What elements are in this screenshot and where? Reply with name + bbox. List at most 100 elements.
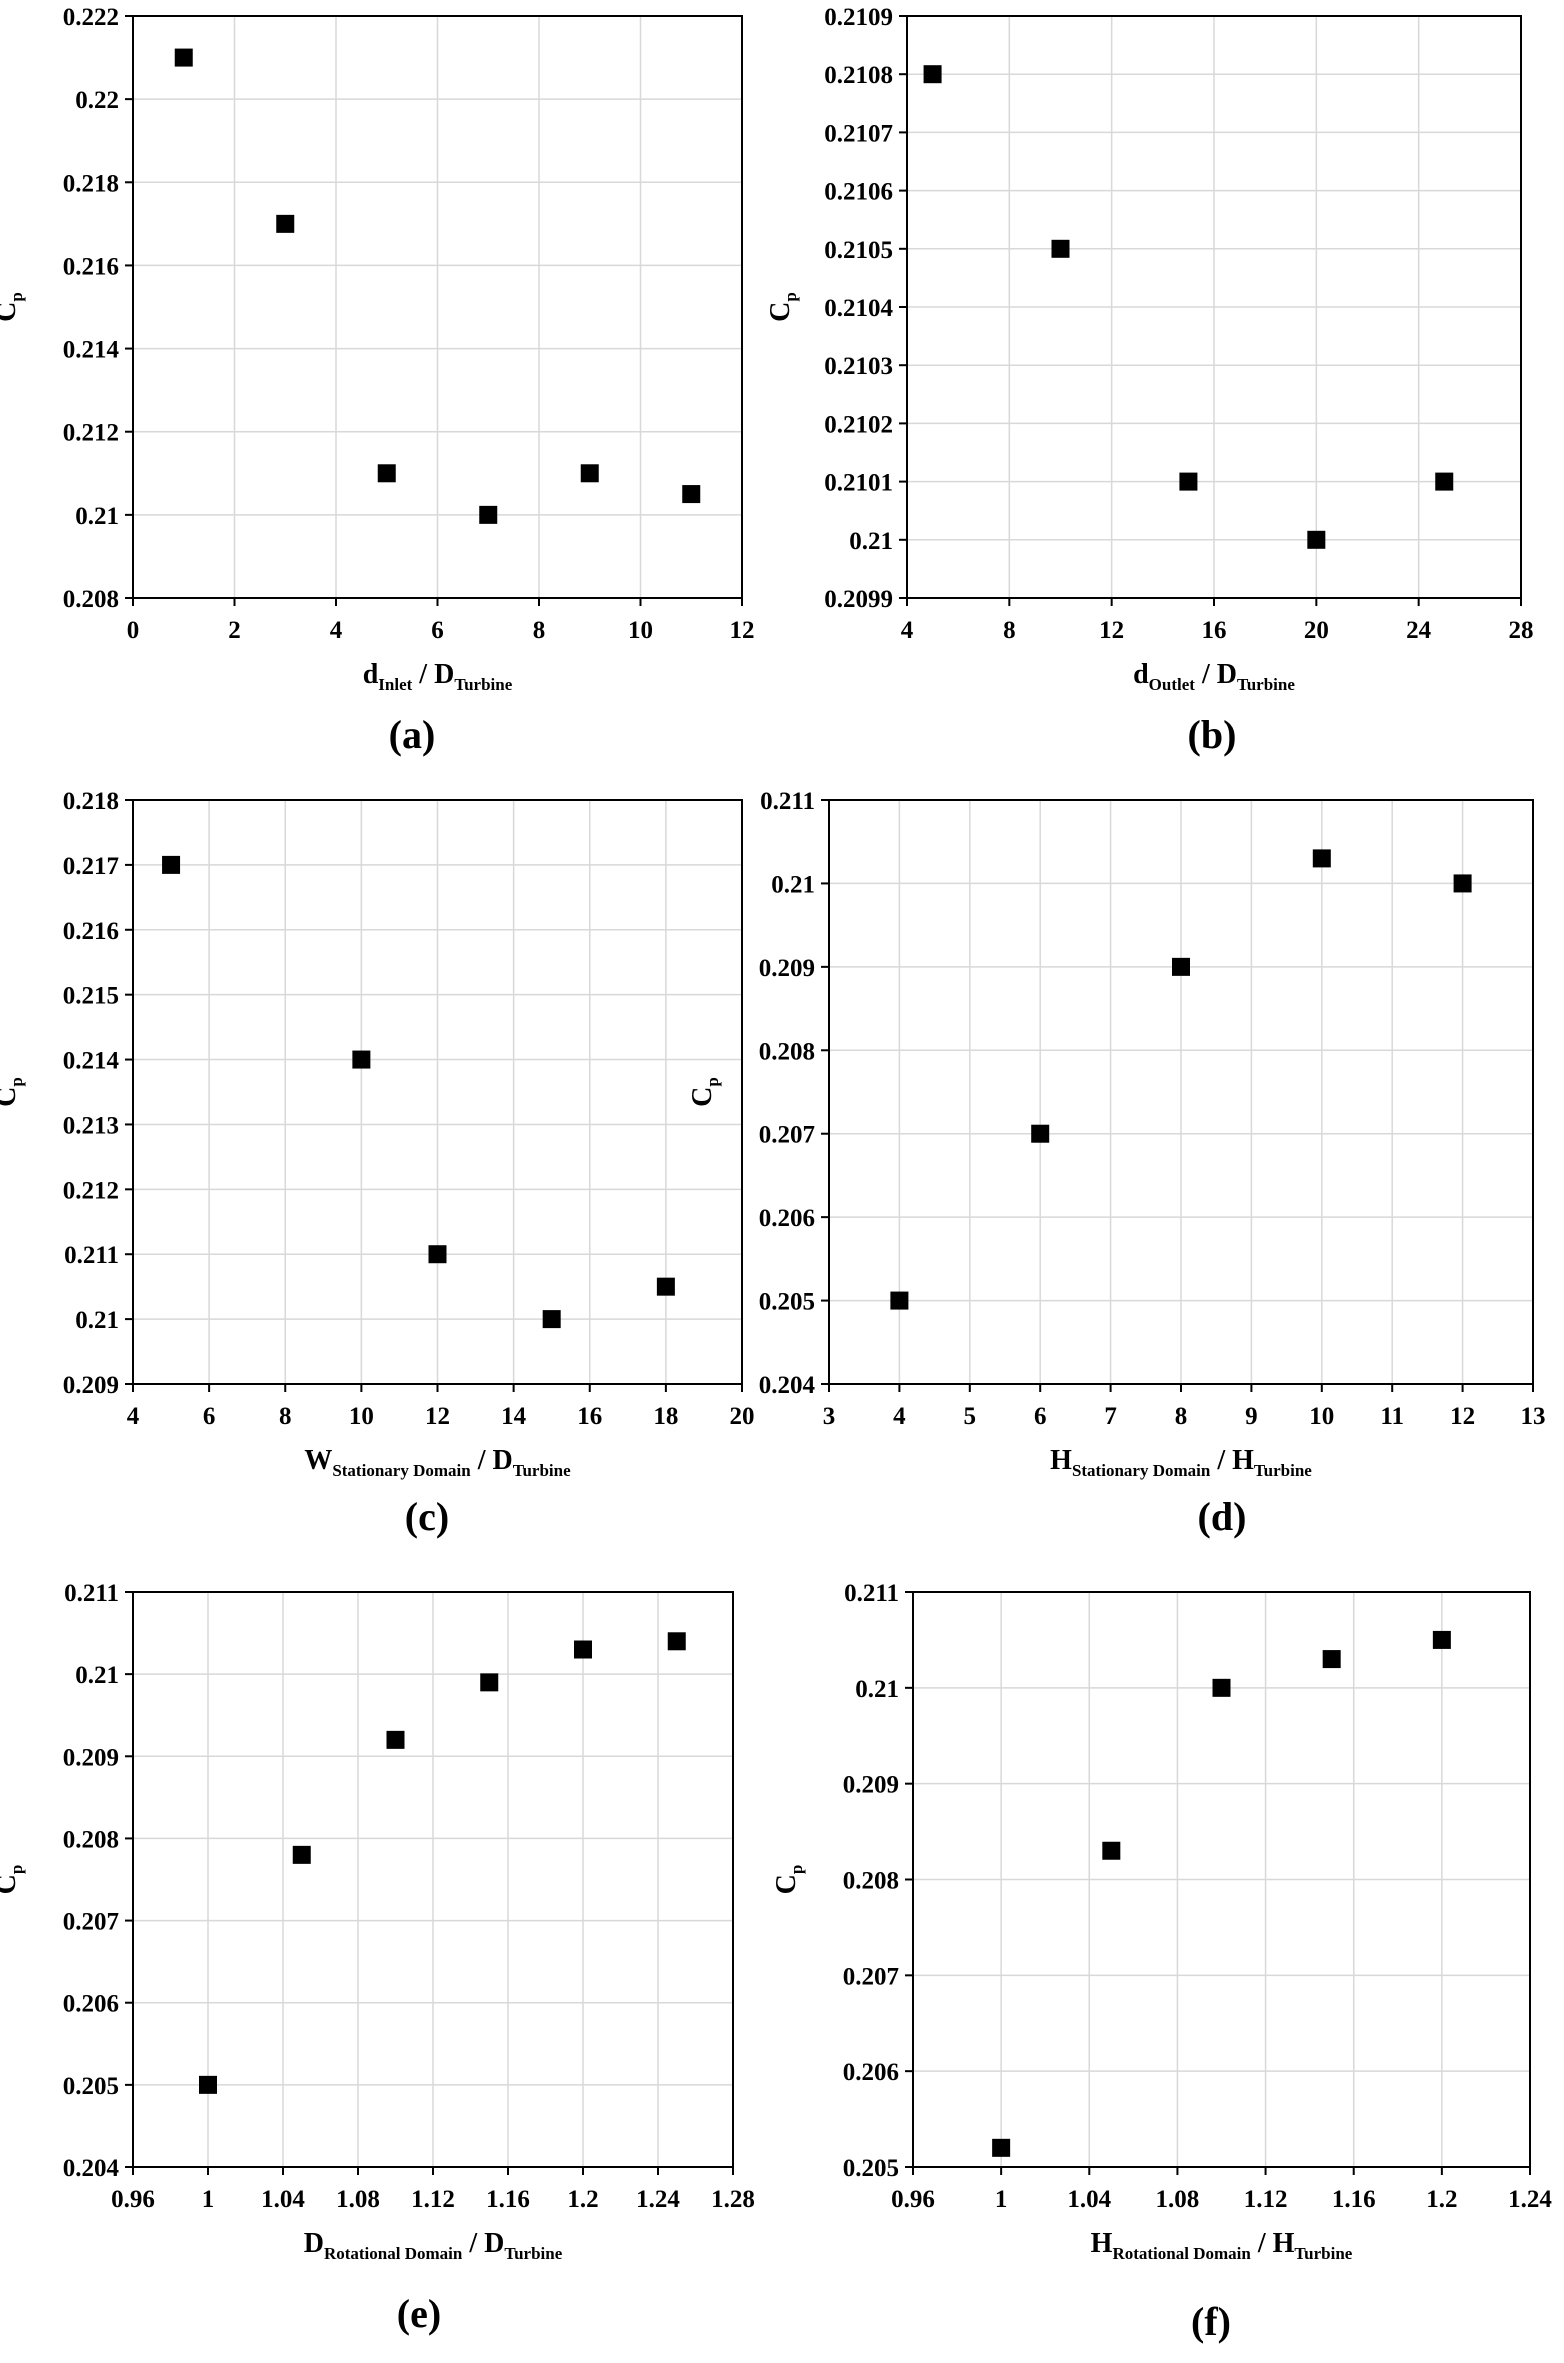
panel-label: (e) [397,2291,441,2336]
x-tick-label: 1.04 [1067,2186,1111,2213]
x-tick-label: 12 [425,1403,450,1430]
data-point [1172,957,1190,976]
x-tick-label: 8 [1175,1403,1188,1430]
data-point [574,1640,592,1659]
data-point [580,464,599,483]
x-tick-label: 1.08 [1156,2186,1200,2213]
x-tick-label: 20 [1304,617,1329,644]
y-tick-label: 0.2104 [824,295,893,322]
x-tick-label: 10 [1309,1403,1334,1430]
x-tick-label: 8 [279,1403,292,1430]
y-tick-label: 0.207 [63,1909,119,1936]
data-point [292,1845,311,1864]
x-tick-label: 1 [202,2186,215,2213]
x-axis-label: WStationary Domain / DTurbine [304,1445,571,1480]
x-tick-label: 6 [431,617,444,644]
y-tick-label: 0.211 [64,1580,119,1607]
y-tick-label: 0.215 [63,983,119,1010]
y-tick-label: 0.2103 [824,353,893,380]
x-tick-label: 12 [730,617,755,644]
y-tick-label: 0.211 [844,1580,899,1607]
y-tick-label: 0.208 [843,1868,899,1895]
data-point [923,65,942,84]
chart-panel-f: 0.96 1 1.04 1.08 1.12 1.16 1.2 1.24 0.205 0.206 0.… [771,1580,1552,2344]
x-axis-label: dInlet / DTurbine [363,659,513,694]
x-axis-label: DRotational Domain / DTurbine [304,2228,563,2263]
chart-panel-c: 4 6 8 10 12 14 16 18 20 0.209 0.21 0.211 0.212 0.213 0… [0,788,755,1539]
x-tick-label: 0 [127,617,140,644]
x-tick-label: 14 [501,1403,527,1430]
y-tick-label: 0.208 [759,1038,815,1065]
x-tick-label: 12 [1450,1403,1475,1430]
data-point [199,2075,217,2094]
x-tick-label: 5 [964,1403,977,1430]
x-tick-label: 16 [1202,617,1227,644]
y-tick-label: 0.214 [63,337,120,364]
x-tick-label: 20 [730,1403,755,1430]
data-point [1453,874,1472,893]
panel-label: (b) [1188,712,1237,757]
x-axis-label: dOutlet / DTurbine [1133,659,1295,694]
y-tick-label: 0.218 [63,170,119,197]
x-tick-label: 1.12 [1244,2186,1288,2213]
x-tick-label: 6 [1034,1403,1047,1430]
data-point [377,464,396,483]
x-tick-label: 12 [1099,617,1124,644]
y-tick-label: 0.216 [63,253,119,280]
y-axis-label: Cp [771,1865,806,1895]
x-tick-label: 1.16 [1332,2186,1376,2213]
x-tick-label: 9 [1245,1403,1258,1430]
x-tick-label: 10 [349,1403,374,1430]
y-tick-label: 0.21 [855,1676,899,1703]
data-point [1322,1650,1341,1669]
y-tick-label: 0.218 [63,788,119,815]
x-tick-label: 0.96 [891,2186,935,2213]
y-tick-label: 0.206 [843,2059,899,2086]
x-tick-label: 1.24 [1508,2186,1552,2213]
chart-panel-a: 0 2 4 6 8 10 12 0.208 0.21 0.212 0.214 0.216 0.218 0.… [0,4,755,757]
y-tick-label: 0.2105 [824,237,893,264]
y-tick-label: 0.212 [63,1177,119,1204]
data-point [162,855,181,874]
data-point [174,48,193,67]
x-tick-label: 1.12 [411,2186,455,2213]
data-point [1307,530,1326,549]
y-tick-label: 0.2107 [824,120,893,147]
x-tick-label: 4 [330,617,343,644]
y-tick-label: 0.205 [63,2073,119,2100]
x-tick-label: 10 [628,617,653,644]
data-point [276,214,295,233]
x-tick-label: 13 [1521,1403,1546,1430]
x-tick-label: 1.08 [336,2186,380,2213]
y-tick-label: 0.211 [64,1242,119,1269]
y-tick-label: 0.217 [63,853,119,880]
data-point [352,1050,371,1069]
y-tick-label: 0.21 [75,503,119,530]
y-tick-label: 0.207 [843,1963,899,1990]
y-tick-label: 0.204 [63,2155,120,2182]
x-tick-label: 1.24 [636,2186,680,2213]
x-tick-label: 8 [1003,617,1016,644]
chart-panel-b: 4 8 12 16 20 24 28 0.2099 0.21 0.2101 0.2102 0.2103… [765,4,1534,757]
y-tick-label: 0.206 [759,1205,815,1232]
data-point [890,1291,909,1310]
y-tick-label: 0.2106 [824,179,893,206]
x-tick-label: 4 [901,617,914,644]
data-point [386,1730,405,1749]
data-point [656,1277,675,1296]
x-tick-label: 8 [533,617,546,644]
y-tick-label: 0.2109 [824,4,893,31]
y-tick-label: 0.205 [759,1289,815,1316]
y-axis-label: Cp [0,292,26,322]
x-tick-label: 3 [823,1403,836,1430]
y-tick-label: 0.21 [75,1307,119,1334]
y-axis-label: Cp [0,1077,26,1107]
y-tick-label: 0.21 [849,528,893,555]
x-tick-label: 1.04 [261,2186,305,2213]
x-tick-label: 4 [127,1403,140,1430]
y-tick-label: 0.213 [63,1112,119,1139]
x-tick-label: 1.28 [711,2186,755,2213]
panel-label: (a) [389,712,436,757]
y-axis-label: Cp [0,1865,26,1895]
